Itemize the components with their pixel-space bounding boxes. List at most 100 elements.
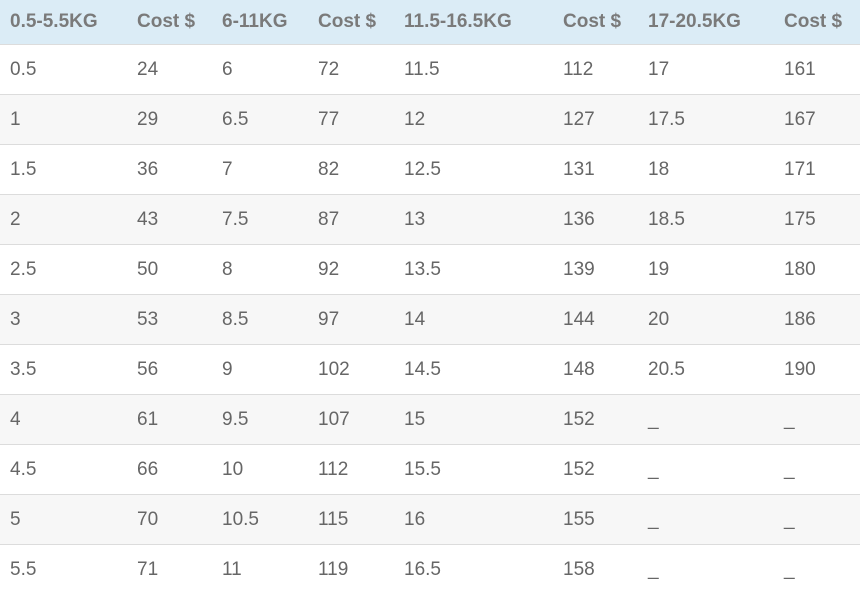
table-cell: 161	[774, 45, 860, 95]
table-cell: 12.5	[394, 145, 553, 195]
header-cell: 6-11KG	[212, 0, 308, 45]
table-cell: 14.5	[394, 345, 553, 395]
table-cell: 167	[774, 95, 860, 145]
table-cell: 19	[638, 245, 774, 295]
table-cell: 3	[0, 295, 127, 345]
table-cell: 139	[553, 245, 638, 295]
table-cell: 152	[553, 395, 638, 445]
header-cell: Cost $	[553, 0, 638, 45]
header-cell: 0.5-5.5KG	[0, 0, 127, 45]
table-cell: 50	[127, 245, 212, 295]
table-cell: 72	[308, 45, 394, 95]
table-cell: 43	[127, 195, 212, 245]
table-cell: 16	[394, 495, 553, 545]
table-cell: _	[774, 545, 860, 594]
table-cell: 131	[553, 145, 638, 195]
header-cell: Cost $	[308, 0, 394, 45]
header-cell: Cost $	[127, 0, 212, 45]
table-cell: 1.5	[0, 145, 127, 195]
table-cell: 97	[308, 295, 394, 345]
table-cell: 155	[553, 495, 638, 545]
table-cell: 2.5	[0, 245, 127, 295]
table-cell: 20	[638, 295, 774, 345]
table-cell: 7	[212, 145, 308, 195]
table-cell: 11.5	[394, 45, 553, 95]
table-cell: _	[774, 495, 860, 545]
table-cell: 148	[553, 345, 638, 395]
table-cell: 171	[774, 145, 860, 195]
table-cell: 10.5	[212, 495, 308, 545]
table-cell: 53	[127, 295, 212, 345]
table-cell: _	[638, 545, 774, 594]
table-cell: 107	[308, 395, 394, 445]
table-cell: 4	[0, 395, 127, 445]
table-cell: 119	[308, 545, 394, 594]
table-cell: 112	[308, 445, 394, 495]
table-cell: 13.5	[394, 245, 553, 295]
table-cell: 13	[394, 195, 553, 245]
table-cell: 87	[308, 195, 394, 245]
table-cell: _	[774, 445, 860, 495]
table-cell: 8.5	[212, 295, 308, 345]
table-cell: _	[638, 395, 774, 445]
table-cell: 10	[212, 445, 308, 495]
table-cell: 102	[308, 345, 394, 395]
header-cell: 17-20.5KG	[638, 0, 774, 45]
table-cell: 14	[394, 295, 553, 345]
table-cell: 29	[127, 95, 212, 145]
table-cell: 82	[308, 145, 394, 195]
table-cell: 2	[0, 195, 127, 245]
header-cell: Cost $	[774, 0, 860, 45]
table-cell: _	[638, 445, 774, 495]
table-cell: 15	[394, 395, 553, 445]
table-cell: 66	[127, 445, 212, 495]
table-cell: 175	[774, 195, 860, 245]
table-cell: 115	[308, 495, 394, 545]
table-cell: 5.5	[0, 545, 127, 594]
table-cell: _	[774, 395, 860, 445]
table-cell: 18	[638, 145, 774, 195]
table-cell: 152	[553, 445, 638, 495]
table-cell: 20.5	[638, 345, 774, 395]
header-cell: 11.5-16.5KG	[394, 0, 553, 45]
table-cell: 5	[0, 495, 127, 545]
table-cell: 136	[553, 195, 638, 245]
table-cell: 3.5	[0, 345, 127, 395]
table-cell: 92	[308, 245, 394, 295]
table-cell: 77	[308, 95, 394, 145]
table-cell: _	[638, 495, 774, 545]
table-cell: 17	[638, 45, 774, 95]
table-cell: 36	[127, 145, 212, 195]
table-cell: 1	[0, 95, 127, 145]
table-cell: 12	[394, 95, 553, 145]
table-cell: 127	[553, 95, 638, 145]
table-cell: 11	[212, 545, 308, 594]
table-cell: 9.5	[212, 395, 308, 445]
table-cell: 144	[553, 295, 638, 345]
table-cell: 16.5	[394, 545, 553, 594]
table-cell: 190	[774, 345, 860, 395]
table-cell: 8	[212, 245, 308, 295]
table-cell: 6.5	[212, 95, 308, 145]
table-cell: 112	[553, 45, 638, 95]
table-cell: 186	[774, 295, 860, 345]
table-cell: 70	[127, 495, 212, 545]
table-cell: 18.5	[638, 195, 774, 245]
table-cell: 17.5	[638, 95, 774, 145]
table-cell: 61	[127, 395, 212, 445]
table-cell: 180	[774, 245, 860, 295]
table-cell: 4.5	[0, 445, 127, 495]
table-cell: 71	[127, 545, 212, 594]
